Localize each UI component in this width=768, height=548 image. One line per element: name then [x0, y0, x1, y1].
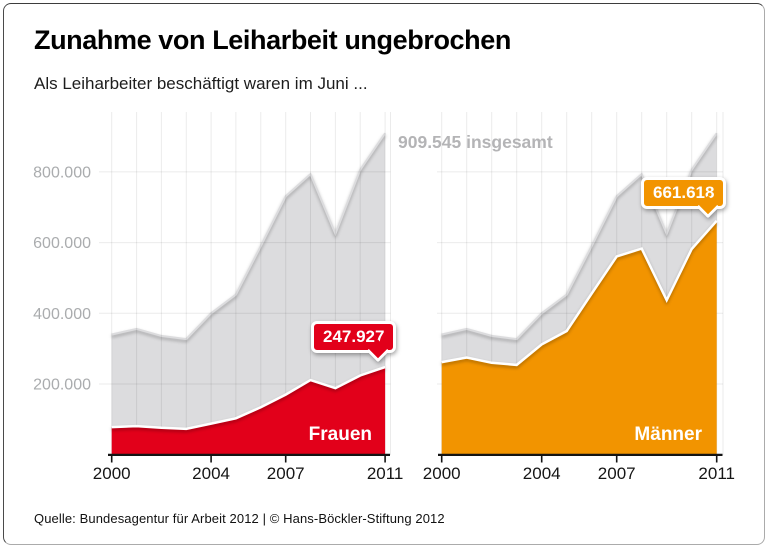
series-label-maenner: Männer [634, 424, 702, 445]
svg-text:400.000: 400.000 [33, 306, 91, 323]
callout-maenner-value: 661.618 [641, 177, 727, 219]
svg-text:800.000: 800.000 [33, 164, 91, 181]
callout-frauen-text: 247.927 [323, 327, 385, 346]
total-annotation: 909.545 insgesamt [398, 132, 553, 152]
svg-text:2000: 2000 [423, 464, 461, 483]
svg-text:2011: 2011 [698, 464, 735, 483]
svg-text:2007: 2007 [267, 464, 305, 483]
page-title: Zunahme von Leiharbeit ungebrochen [34, 25, 511, 55]
svg-text:600.000: 600.000 [33, 235, 91, 252]
series-label-frauen: Frauen [308, 424, 372, 445]
svg-text:2011: 2011 [367, 464, 404, 483]
svg-text:2007: 2007 [598, 464, 636, 483]
svg-text:2004: 2004 [192, 464, 230, 483]
callout-maenner-text: 661.618 [653, 183, 715, 202]
svg-text:2000: 2000 [93, 464, 131, 483]
svg-text:2004: 2004 [523, 464, 561, 483]
chart-subtitle: Als Leiharbeiter beschäftigt waren im Ju… [34, 74, 368, 93]
callout-frauen-value: 247.927 [311, 321, 397, 363]
svg-text:200.000: 200.000 [33, 377, 91, 394]
source-line: Quelle: Bundesagentur für Arbeit 2012 | … [34, 511, 445, 526]
